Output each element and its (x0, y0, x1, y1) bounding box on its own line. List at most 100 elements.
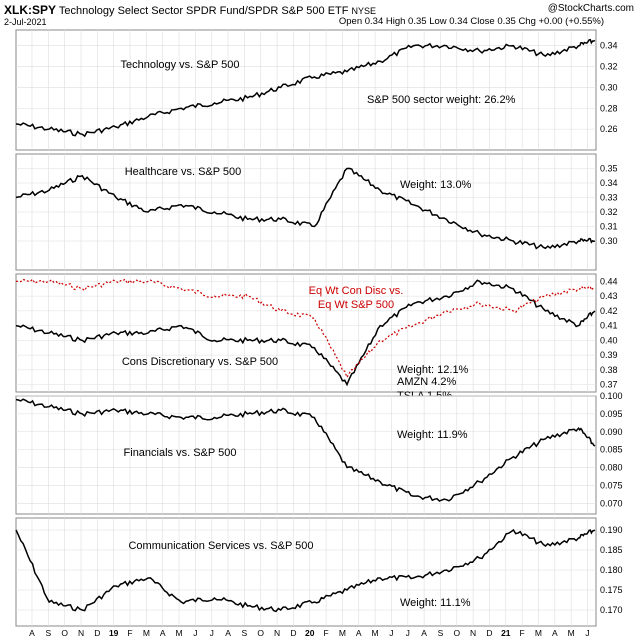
y-tick-label: 0.26 (600, 124, 618, 134)
y-tick-label: 0.190 (600, 525, 623, 535)
x-tick-label: S (438, 628, 444, 638)
y-tick-label: 0.42 (600, 306, 618, 316)
y-tick-label: 0.070 (600, 498, 623, 508)
y-tick-label: 0.40 (600, 335, 618, 345)
y-tick-label: 0.33 (600, 193, 618, 203)
x-tick-label: M (143, 628, 150, 638)
y-tick-label: 0.090 (600, 427, 623, 437)
y-tick-label: 0.080 (600, 463, 623, 473)
x-tick-label: A (356, 628, 362, 638)
y-tick-label: 0.34 (600, 178, 618, 188)
x-tick-label: F (520, 628, 525, 638)
x-tick-label: M (175, 628, 182, 638)
y-tick-label: 0.39 (600, 350, 618, 360)
panel-annotation: S&P 500 sector weight: 26.2% (367, 94, 516, 106)
exchange-label: NYSE (351, 6, 377, 16)
x-tick-label: N (470, 628, 476, 638)
x-tick-label: J (389, 628, 393, 638)
x-tick-label: A (421, 628, 427, 638)
y-tick-label: 0.30 (600, 82, 618, 92)
y-tick-label: 0.30 (600, 236, 618, 246)
chart-panel-1: 0.26 0.28 0.30 0.32 0.34 Technology vs. S&P 5… (15, 29, 618, 162)
x-tick-label: J (406, 628, 410, 638)
y-tick-label: 0.185 (600, 545, 623, 555)
y-tick-label: 0.32 (600, 62, 618, 72)
panel-annotation: Weight: 11.1% (400, 597, 471, 609)
y-tick-label: 0.41 (600, 321, 618, 331)
y-tick-label: 0.175 (600, 585, 623, 595)
panel-title-red: Eq Wt Con Disc vs. (309, 285, 404, 297)
x-tick-label: 21 (501, 628, 511, 638)
panel-title: Technology vs. S&P 500 (120, 59, 239, 71)
date-label: 2-Jul-2021 (4, 17, 47, 27)
chart-panel-3: 0.37 0.38 0.39 0.40 0.41 0.42 0.43 0.44 Cons Dis… (15, 273, 618, 402)
series-line-1 (15, 528, 596, 613)
x-tick-label: A (29, 628, 35, 638)
chart-header-title: XLK:SPY Technology Select Sector SPDR Fu… (4, 3, 376, 17)
x-tick-label: A (160, 628, 166, 638)
panel-frame (15, 29, 597, 151)
panel-title: Financials vs. S&P 500 (124, 447, 237, 459)
series-line-1 (15, 167, 596, 250)
panel-frame (15, 395, 597, 515)
x-tick-label: M (339, 628, 346, 638)
y-tick-label: 0.28 (600, 103, 618, 113)
chart-panel-4: 0.070 0.075 0.080 0.085 0.090 0.095 0.100 Finan… (15, 391, 623, 515)
panel-annotation: AMZN 4.2% (397, 376, 457, 388)
y-tick-label: 0.44 (600, 276, 618, 286)
y-tick-label: 0.37 (600, 380, 618, 390)
y-tick-label: 0.180 (600, 565, 623, 575)
x-tick-label: D (94, 628, 100, 638)
ohlc-label: Open 0.34 High 0.35 Low 0.34 Close 0.35 … (338, 16, 604, 27)
x-tick-label: 20 (305, 628, 315, 638)
x-tick-label: O (257, 628, 264, 638)
symbol-label: XLK:SPY (4, 3, 57, 17)
panel-title: Healthcare vs. S&P 500 (125, 166, 242, 178)
y-tick-label: 0.43 (600, 291, 618, 301)
x-tick-label: F (323, 628, 328, 638)
x-tick-label: D (290, 628, 296, 638)
watermark-label: @StockCharts.com (547, 3, 634, 14)
panel-frame (15, 273, 597, 393)
y-tick-label: 0.32 (600, 207, 618, 217)
chart-panel-2: 0.30 0.31 0.32 0.33 0.34 0.35 Healthcare vs. S… (15, 153, 618, 271)
y-tick-label: 0.35 (600, 164, 618, 174)
x-tick-label: F (127, 628, 132, 638)
x-tick-label: J (193, 628, 197, 638)
panel-annotation: Weight: 13.0% (400, 179, 472, 191)
y-tick-label: 0.085 (600, 445, 623, 455)
x-tick-label: M (535, 628, 542, 638)
y-tick-label: 0.170 (600, 605, 623, 615)
y-tick-label: 0.38 (600, 365, 618, 375)
x-tick-label: D (486, 628, 492, 638)
series-line-2 (15, 278, 595, 379)
x-tick-label: N (78, 628, 84, 638)
chart-panel-5: 0.170 0.175 0.180 0.185 0.190 Communication S… (15, 517, 623, 638)
series-line-1 (15, 38, 596, 138)
y-tick-label: 0.095 (600, 409, 623, 419)
series-line-1 (15, 398, 596, 502)
y-tick-label: 0.31 (600, 222, 618, 232)
x-tick-label: S (242, 628, 248, 638)
x-tick-label: S (46, 628, 52, 638)
y-tick-label: 0.100 (600, 391, 623, 401)
panel-annotation: Weight: 12.1% (397, 364, 469, 376)
x-tick-label: A (225, 628, 231, 638)
x-tick-label: J (210, 628, 214, 638)
x-tick-label: 19 (109, 628, 119, 638)
x-tick-label: J (585, 628, 589, 638)
description-label: Technology Select Sector SPDR Fund/SPDR … (58, 5, 349, 17)
x-tick-label: N (274, 628, 280, 638)
x-tick-label: O (453, 628, 460, 638)
y-tick-label: 0.075 (600, 480, 623, 490)
x-tick-label: M (372, 628, 379, 638)
x-tick-label: A (552, 628, 558, 638)
panel-title: Communication Services vs. S&P 500 (128, 540, 313, 552)
panel-frame (15, 517, 597, 627)
panel-annotation: Weight: 11.9% (397, 429, 468, 441)
x-tick-label: O (61, 628, 68, 638)
x-tick-label: M (568, 628, 575, 638)
y-tick-label: 0.34 (600, 41, 618, 51)
